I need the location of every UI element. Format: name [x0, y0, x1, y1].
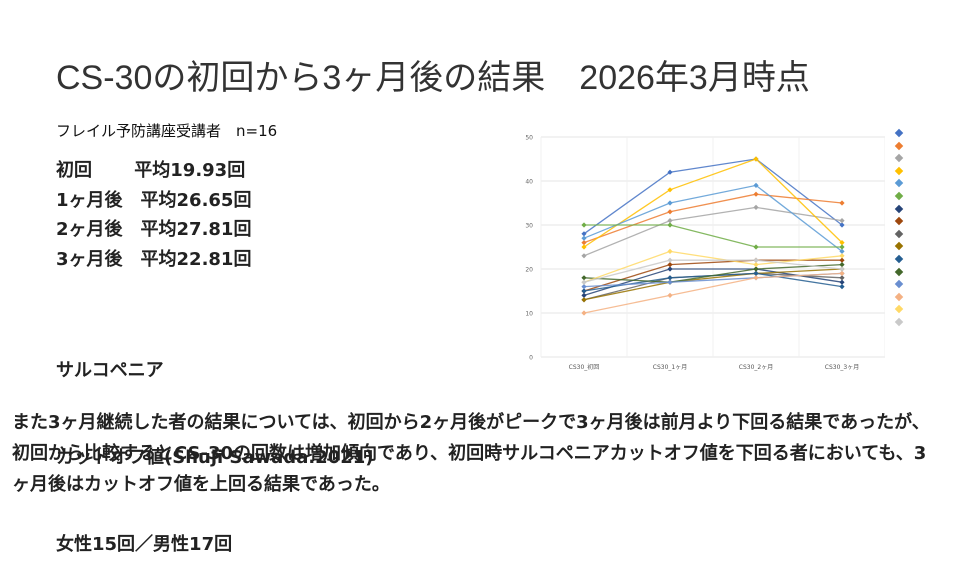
legend-marker-10	[894, 242, 904, 251]
data-point	[667, 248, 673, 254]
y-tick-label: 50	[525, 135, 533, 142]
data-point	[753, 191, 759, 197]
data-point	[581, 297, 587, 303]
slide-title: CS-30の初回から3ヶ月後の結果 2026年3月時点	[56, 59, 810, 97]
data-point	[581, 310, 587, 316]
legend-marker-15	[894, 305, 904, 314]
x-tick-label: CS30_初回	[569, 363, 600, 371]
data-point	[667, 218, 673, 224]
series-line-6	[584, 224, 842, 248]
sarcopenia-cutoff-values: 女性15回／男性17回	[56, 534, 233, 555]
data-point	[839, 275, 845, 281]
data-point	[581, 222, 587, 228]
cs30-line-chart: 0 10 20 30 40 50 CS30_初回 CS30_1ヶ月 CS30_2ヶ月 CS30_3…	[525, 135, 885, 371]
series-line-12	[583, 263, 843, 283]
x-tick-label: CS30_1ヶ月	[653, 364, 687, 371]
series-line-10	[583, 268, 843, 301]
legend-marker-8	[894, 216, 904, 226]
data-point	[667, 169, 673, 175]
legend-marker-4	[894, 166, 904, 176]
stat-2-month: 2ヶ月後 平均27.81回	[56, 219, 252, 240]
data-point	[839, 244, 845, 250]
chart-legend	[893, 128, 905, 332]
series-line-1	[583, 158, 843, 235]
legend-marker-14	[894, 292, 904, 301]
y-tick-label: 0	[529, 355, 533, 362]
data-point	[753, 257, 759, 263]
data-point	[581, 253, 587, 259]
series-line-14	[583, 272, 843, 314]
y-tick-label: 10	[525, 311, 533, 318]
legend-marker-12	[894, 267, 904, 276]
legend-marker-7	[894, 204, 904, 213]
data-point	[581, 275, 587, 281]
average-stats: 初回 平均19.93回 1ヶ月後 平均26.65回 2ヶ月後 平均27.81回 …	[56, 156, 251, 274]
conclusion-text: また3ヶ月継続した者の結果については、初回から2ヶ月後がピークで3ヶ月後は前月よ…	[12, 412, 930, 495]
data-point	[839, 240, 845, 246]
data-point	[667, 209, 673, 215]
data-point	[581, 244, 587, 250]
data-point	[581, 231, 587, 237]
legend-marker-16	[894, 317, 904, 327]
data-point	[753, 244, 759, 250]
series-line-4	[583, 158, 843, 248]
legend-marker-11	[894, 254, 904, 264]
data-point	[753, 204, 759, 210]
data-point	[839, 279, 845, 285]
legend-marker-6	[894, 191, 904, 201]
y-tick-label: 20	[525, 267, 533, 274]
series-line-16	[583, 259, 843, 283]
data-point	[753, 266, 759, 272]
data-point	[667, 275, 673, 281]
data-point	[667, 200, 673, 206]
legend-marker-2	[894, 141, 904, 150]
stat-initial: 初回 平均19.93回	[56, 160, 246, 181]
data-point	[839, 266, 845, 272]
series-line-5	[583, 184, 843, 252]
data-point	[753, 275, 759, 281]
data-point	[839, 257, 845, 263]
data-point	[667, 292, 673, 298]
data-point	[753, 182, 759, 188]
stat-3-month: 3ヶ月後 平均22.81回	[56, 248, 252, 270]
data-point	[581, 279, 587, 285]
data-point	[581, 288, 587, 294]
x-tick-label: CS30_3ヶ月	[825, 364, 859, 371]
stat-1-month: 1ヶ月後 平均26.65回	[56, 189, 252, 211]
series-line-3	[583, 206, 843, 257]
y-tick-label: 30	[525, 223, 533, 230]
series-line-2	[583, 193, 843, 244]
sarcopenia-heading: サルコペニア	[56, 360, 164, 381]
series-line-15	[583, 250, 843, 283]
data-point	[839, 248, 845, 254]
sarcopenia-cutoff-source: カットオフ値(Shuji Sawada.2021)	[56, 447, 374, 468]
data-point	[839, 200, 845, 206]
data-point	[581, 240, 587, 246]
data-point	[753, 156, 759, 162]
data-point	[581, 235, 587, 241]
legend-marker-9	[894, 229, 904, 238]
y-tick-label: 40	[525, 179, 533, 186]
data-point	[839, 253, 845, 259]
x-tick-label: CS30_2ヶ月	[739, 364, 773, 371]
legend-marker-1	[894, 128, 904, 138]
data-point	[667, 279, 673, 285]
slide-subtitle: フレイル予防講座受講者 n=16	[56, 122, 278, 140]
data-point	[839, 222, 845, 228]
data-point	[839, 284, 845, 290]
legend-marker-13	[894, 279, 904, 289]
data-point	[667, 257, 673, 263]
legend-marker-3	[894, 153, 904, 163]
legend-marker-5	[894, 179, 904, 188]
data-point	[667, 187, 673, 193]
data-point	[667, 222, 673, 228]
data-point	[839, 218, 845, 224]
data-point	[667, 266, 673, 272]
